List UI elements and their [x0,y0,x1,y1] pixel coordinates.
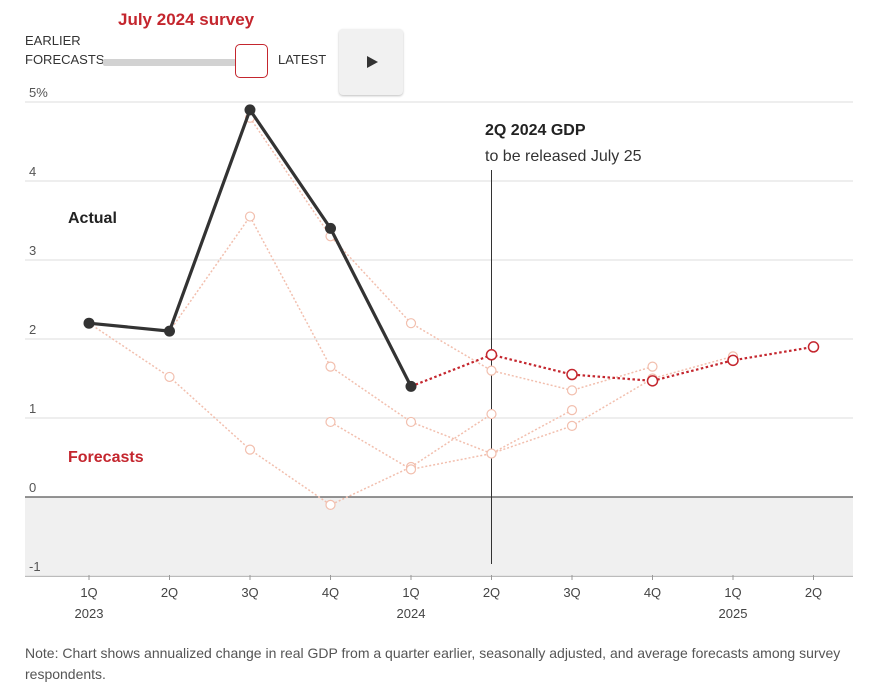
play-icon [367,56,378,68]
chart-note: Note: Chart shows annualized change in r… [25,645,841,682]
x-tick-label: 4Q [322,585,339,600]
year-label: 2025 [719,606,748,621]
y-tick-label: 3 [29,243,36,258]
earlier-forecast-point [325,361,336,372]
negative-region [25,497,853,577]
earlier-forecast-point [566,420,578,431]
earlier-forecast-point [325,499,336,510]
y-tick-label: 2 [29,322,36,337]
earlier-forecast-line [330,355,734,471]
earlier-forecast-point [486,448,497,459]
earlier-forecast-line [88,322,492,506]
x-tick-label: 1Q [402,585,419,600]
year-label: 2023 [75,606,104,621]
actual-series-label: Actual [68,210,117,227]
forecast-point [646,375,659,387]
forecast-point [807,341,820,353]
earlier-forecast-point [486,365,497,376]
x-tick-label: 3Q [241,585,258,600]
earlier-forecast-point [405,318,417,329]
x-tick-label: 2Q [161,585,178,600]
y-tick-label: 0 [29,480,36,495]
actual-point [325,222,336,234]
y-tick-label: 4 [29,164,36,179]
earlier-forecast-point [486,408,497,420]
earlier-forecast-point [405,416,417,428]
annotation-title: 2Q 2024 GDP [485,122,586,139]
forecast-point [566,368,578,381]
y-tick-label: -1 [29,559,41,574]
annotation-subtitle: to be released July 25 [485,148,642,165]
earlier-label-line1: EARLIER [25,33,81,48]
x-tick-label: 2Q [805,585,822,600]
earlier-forecasts-label: EARLIER FORECASTS [25,31,115,69]
latest-label: LATEST [278,52,327,67]
earlier-forecast-point [405,464,417,475]
x-tick-label: 1Q [724,585,741,600]
y-tick-label: 5% [29,85,48,100]
forecasts-series-label: Forecasts [68,449,144,466]
forecast-point [485,349,498,361]
x-tick-label: 4Q [644,585,661,600]
earlier-forecast-line [168,215,573,455]
x-tick-label: 3Q [563,585,580,600]
actual-point [405,380,417,392]
forecast-line [410,345,814,388]
survey-slider-track[interactable] [103,59,243,66]
earlier-forecast-point [244,444,256,455]
actual-point [83,317,95,329]
earlier-forecast-point [244,211,256,222]
earlier-forecast-point [647,361,658,372]
year-label: 2024 [397,606,426,621]
x-tick-label: 1Q [80,585,97,600]
survey-title: July 2024 survey [118,10,255,29]
survey-slider-thumb[interactable] [235,44,268,78]
forecast-point [727,354,739,367]
play-button[interactable] [339,29,403,95]
x-tick-label: 2Q [483,585,500,600]
actual-point [164,325,175,337]
earlier-label-line2: FORECASTS [25,52,105,67]
actual-point [244,104,256,116]
y-tick-label: 1 [29,401,36,416]
earlier-forecast-point [164,371,175,383]
earlier-forecast-line [249,117,653,392]
earlier-forecast-point [566,385,578,396]
gdp-chart: -1 0 1 2 3 4 5% 1Q 2Q 3Q 4Q 1Q 2Q 3Q 4Q 1Q 2Q 2023 2024 202… [25,85,853,621]
earlier-forecast-point [325,416,336,428]
earlier-forecast-point [566,405,578,416]
actual-line [88,108,413,388]
